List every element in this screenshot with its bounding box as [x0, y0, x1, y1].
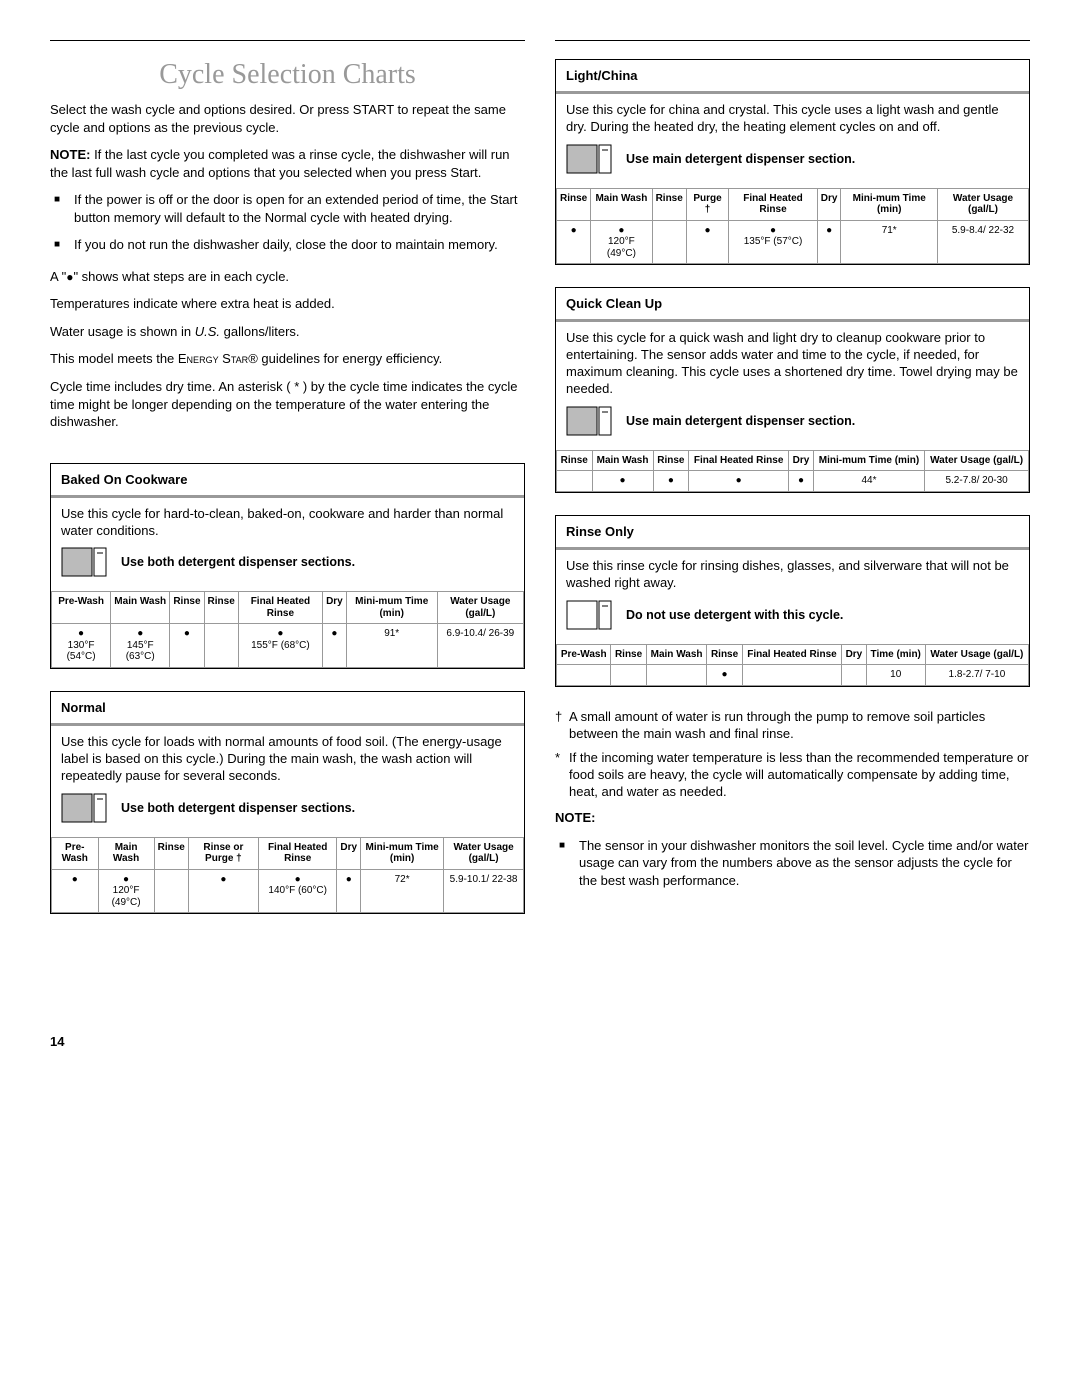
intro-note: NOTE: If the last cycle you completed wa…: [50, 146, 525, 181]
cycle-desc: Use this cycle for a quick wash and ligh…: [566, 330, 1019, 398]
cycle-title: Quick Clean Up: [556, 288, 1029, 322]
dispenser-text: Use main detergent dispenser section.: [626, 414, 855, 428]
legend-line: This model meets the Energy Star® guidel…: [50, 350, 525, 368]
dispenser-main-icon: [566, 406, 612, 436]
dispenser-both-icon: [61, 793, 107, 823]
cycle-desc: Use this rinse cycle for rinsing dishes,…: [566, 558, 1019, 592]
cycle-quick: Quick Clean Up Use this cycle for a quic…: [555, 287, 1030, 493]
cycle-desc: Use this cycle for china and crystal. Th…: [566, 102, 1019, 136]
cycle-normal: Normal Use this cycle for loads with nor…: [50, 691, 525, 914]
legend-line: Temperatures indicate where extra heat i…: [50, 295, 525, 313]
legend-line: A "●" shows what steps are in each cycle…: [50, 268, 525, 286]
legend-line: Cycle time includes dry time. An asteris…: [50, 378, 525, 431]
cycle-table: RinseMain WashRinsePurge †Final Heated R…: [556, 188, 1029, 265]
cycle-title: Rinse Only: [556, 516, 1029, 550]
page-title: Cycle Selection Charts: [50, 59, 525, 91]
dispenser-text: Do not use detergent with this cycle.: [626, 608, 843, 622]
page-number: 14: [50, 1034, 525, 1049]
cycle-table: Pre-WashMain WashRinseRinse or Purge †Fi…: [51, 837, 524, 914]
dispenser-text: Use both detergent dispenser sections.: [121, 555, 355, 569]
cycle-title: Baked On Cookware: [51, 464, 524, 498]
bullet: If the power is off or the door is open …: [50, 191, 525, 226]
intro-text: Select the wash cycle and options desire…: [50, 101, 525, 136]
cycle-desc: Use this cycle for loads with normal amo…: [61, 734, 514, 785]
cycle-baked: Baked On Cookware Use this cycle for har…: [50, 463, 525, 669]
cycle-table: Pre-WashMain WashRinseRinseFinal Heated …: [51, 591, 524, 668]
dispenser-none-icon: [566, 600, 612, 630]
dispenser-text: Use main detergent dispenser section.: [626, 152, 855, 166]
cycle-table: Pre-WashRinseMain WashRinseFinal Heated …: [556, 644, 1029, 686]
dispenser-main-icon: [566, 144, 612, 174]
bullet: If you do not run the dishwasher daily, …: [50, 236, 525, 254]
note-bullet: The sensor in your dishwasher monitors t…: [555, 837, 1030, 890]
cycle-title: Normal: [51, 692, 524, 726]
cycle-rinse: Rinse Only Use this rinse cycle for rins…: [555, 515, 1030, 687]
cycle-title: Light/China: [556, 60, 1029, 94]
dispenser-both-icon: [61, 547, 107, 577]
cycle-light: Light/China Use this cycle for china and…: [555, 59, 1030, 265]
cycle-desc: Use this cycle for hard-to-clean, baked-…: [61, 506, 514, 540]
intro-bullets: If the power is off or the door is open …: [50, 191, 525, 254]
footnotes: †A small amount of water is run through …: [555, 709, 1030, 890]
cycle-table: RinseMain WashRinseFinal Heated RinseDry…: [556, 450, 1029, 492]
legend-line: Water usage is shown in U.S. gallons/lit…: [50, 323, 525, 341]
dispenser-text: Use both detergent dispenser sections.: [121, 801, 355, 815]
